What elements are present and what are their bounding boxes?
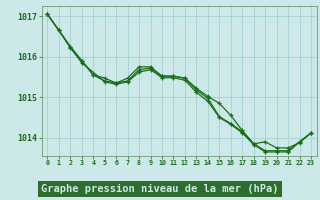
Text: Graphe pression niveau de la mer (hPa): Graphe pression niveau de la mer (hPa) <box>41 184 279 194</box>
